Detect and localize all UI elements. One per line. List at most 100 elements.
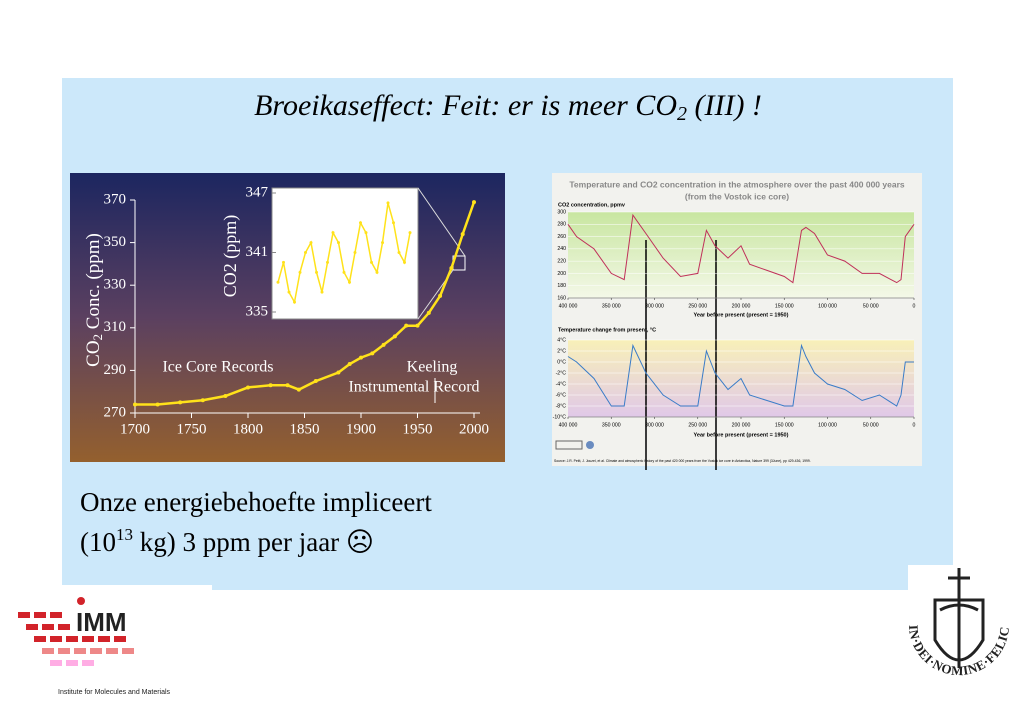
y-tick-label: 347 (246, 184, 269, 200)
y-tick-label: -2°C (556, 370, 567, 376)
x-tick-label: 2000 (459, 421, 489, 437)
data-point (309, 241, 313, 245)
logo-dot (77, 597, 85, 605)
data-point (276, 280, 280, 284)
data-point (315, 270, 318, 274)
y-tick-label: 0°C (557, 359, 566, 365)
data-point (359, 221, 362, 225)
data-point (287, 290, 291, 294)
panel-notch (908, 565, 958, 595)
data-point (347, 362, 352, 367)
inset-y-label: CO2 (ppm) (220, 215, 241, 298)
x-tick-label: 50 000 (863, 303, 879, 309)
data-point (438, 293, 443, 298)
y-tick-label: 341 (246, 244, 269, 260)
x-tick-label: 1800 (233, 421, 263, 437)
data-point (408, 231, 412, 235)
chart-subtitle: (from the Vostok ice core) (685, 191, 789, 201)
y-tick-label: 350 (104, 234, 127, 250)
x-tick-label: 400 000 (559, 303, 578, 309)
logo-block (106, 648, 118, 654)
x-tick-label: 400 000 (559, 422, 578, 428)
body-line: Onze energiebehoefte impliceert (80, 487, 432, 517)
data-point (449, 266, 454, 271)
data-point (298, 270, 302, 274)
data-point (359, 355, 363, 360)
x-tick-label: 50 000 (863, 422, 879, 428)
y-tick-label: 290 (104, 362, 127, 378)
y-tick-label: 300 (557, 209, 566, 215)
logo-block (26, 624, 38, 630)
panel-label: Temperature change from present, °C (558, 327, 656, 333)
annotation: Instrumental Record (348, 379, 479, 396)
data-point (155, 402, 160, 407)
logo-block (42, 624, 54, 630)
y-tick-label: 180 (557, 283, 566, 289)
data-point (133, 402, 137, 407)
data-point (392, 334, 397, 339)
x-tick-label: 1900 (346, 421, 376, 437)
logo-block (50, 612, 62, 618)
data-point (364, 231, 368, 235)
logo-block (58, 624, 70, 630)
shield (933, 598, 985, 662)
logo-block (66, 660, 78, 666)
x-tick-label: 250 000 (688, 422, 707, 428)
body-line: (1013 kg) 3 ppm per jaar ☹ (80, 525, 374, 557)
data-point (472, 200, 476, 205)
data-point (460, 232, 465, 237)
x-tick-label: 250 000 (688, 303, 707, 309)
imm-logo (18, 597, 134, 666)
data-point (370, 351, 375, 356)
data-point (223, 393, 228, 398)
y-tick-label: -6°C (556, 392, 567, 398)
logo-block (50, 636, 62, 642)
data-point (320, 290, 324, 294)
data-point (403, 260, 406, 264)
y-tick-label: 335 (246, 303, 269, 319)
x-tick-label: 350 000 (602, 422, 621, 428)
inset-background (271, 187, 419, 320)
logo-block (122, 648, 134, 654)
data-point (397, 251, 401, 254)
data-point (285, 383, 290, 388)
data-point (375, 270, 379, 274)
source: Source: J.R. Petit, J. Jouzel, et al. Cl… (554, 459, 811, 463)
logo-caption: Institute for Molecules and Materials (58, 689, 171, 696)
chart-title: Temperature and CO2 concentration in the… (569, 179, 905, 189)
y-tick-label: -4°C (556, 381, 567, 387)
y-tick-label: 2°C (557, 348, 566, 354)
x-tick-label: 100 000 (818, 303, 837, 309)
x-tick-label: 1750 (177, 421, 207, 437)
plot-background (568, 212, 914, 298)
x-tick-label: 150 000 (775, 422, 794, 428)
data-point (178, 400, 183, 405)
x-tick-label: 200 000 (732, 303, 751, 309)
logo-block (114, 636, 126, 642)
y-tick-label: 260 (557, 234, 566, 240)
data-point (331, 231, 335, 235)
logo-text: IMM (76, 607, 127, 637)
logo-block (50, 660, 62, 666)
y-tick-label: 280 (557, 222, 566, 228)
zoom-line (417, 187, 466, 257)
data-point (293, 300, 296, 304)
data-point (386, 201, 390, 205)
logo-block (82, 660, 94, 666)
x-tick-label: 1950 (403, 421, 433, 437)
y-tick-label: 4°C (557, 337, 566, 343)
logo-block (58, 648, 70, 654)
y-tick-label: 330 (104, 277, 127, 293)
x-tick-label: 200 000 (732, 422, 751, 428)
logo-block (18, 612, 30, 618)
panel-notch (62, 585, 212, 595)
logo-block (98, 636, 110, 642)
logo-block (90, 648, 102, 654)
data-point (348, 280, 351, 284)
data-point (246, 385, 250, 390)
x-tick-label: 150 000 (775, 303, 794, 309)
seal (933, 568, 985, 668)
data-point (326, 260, 329, 264)
data-point (404, 323, 409, 328)
data-point (296, 387, 301, 392)
